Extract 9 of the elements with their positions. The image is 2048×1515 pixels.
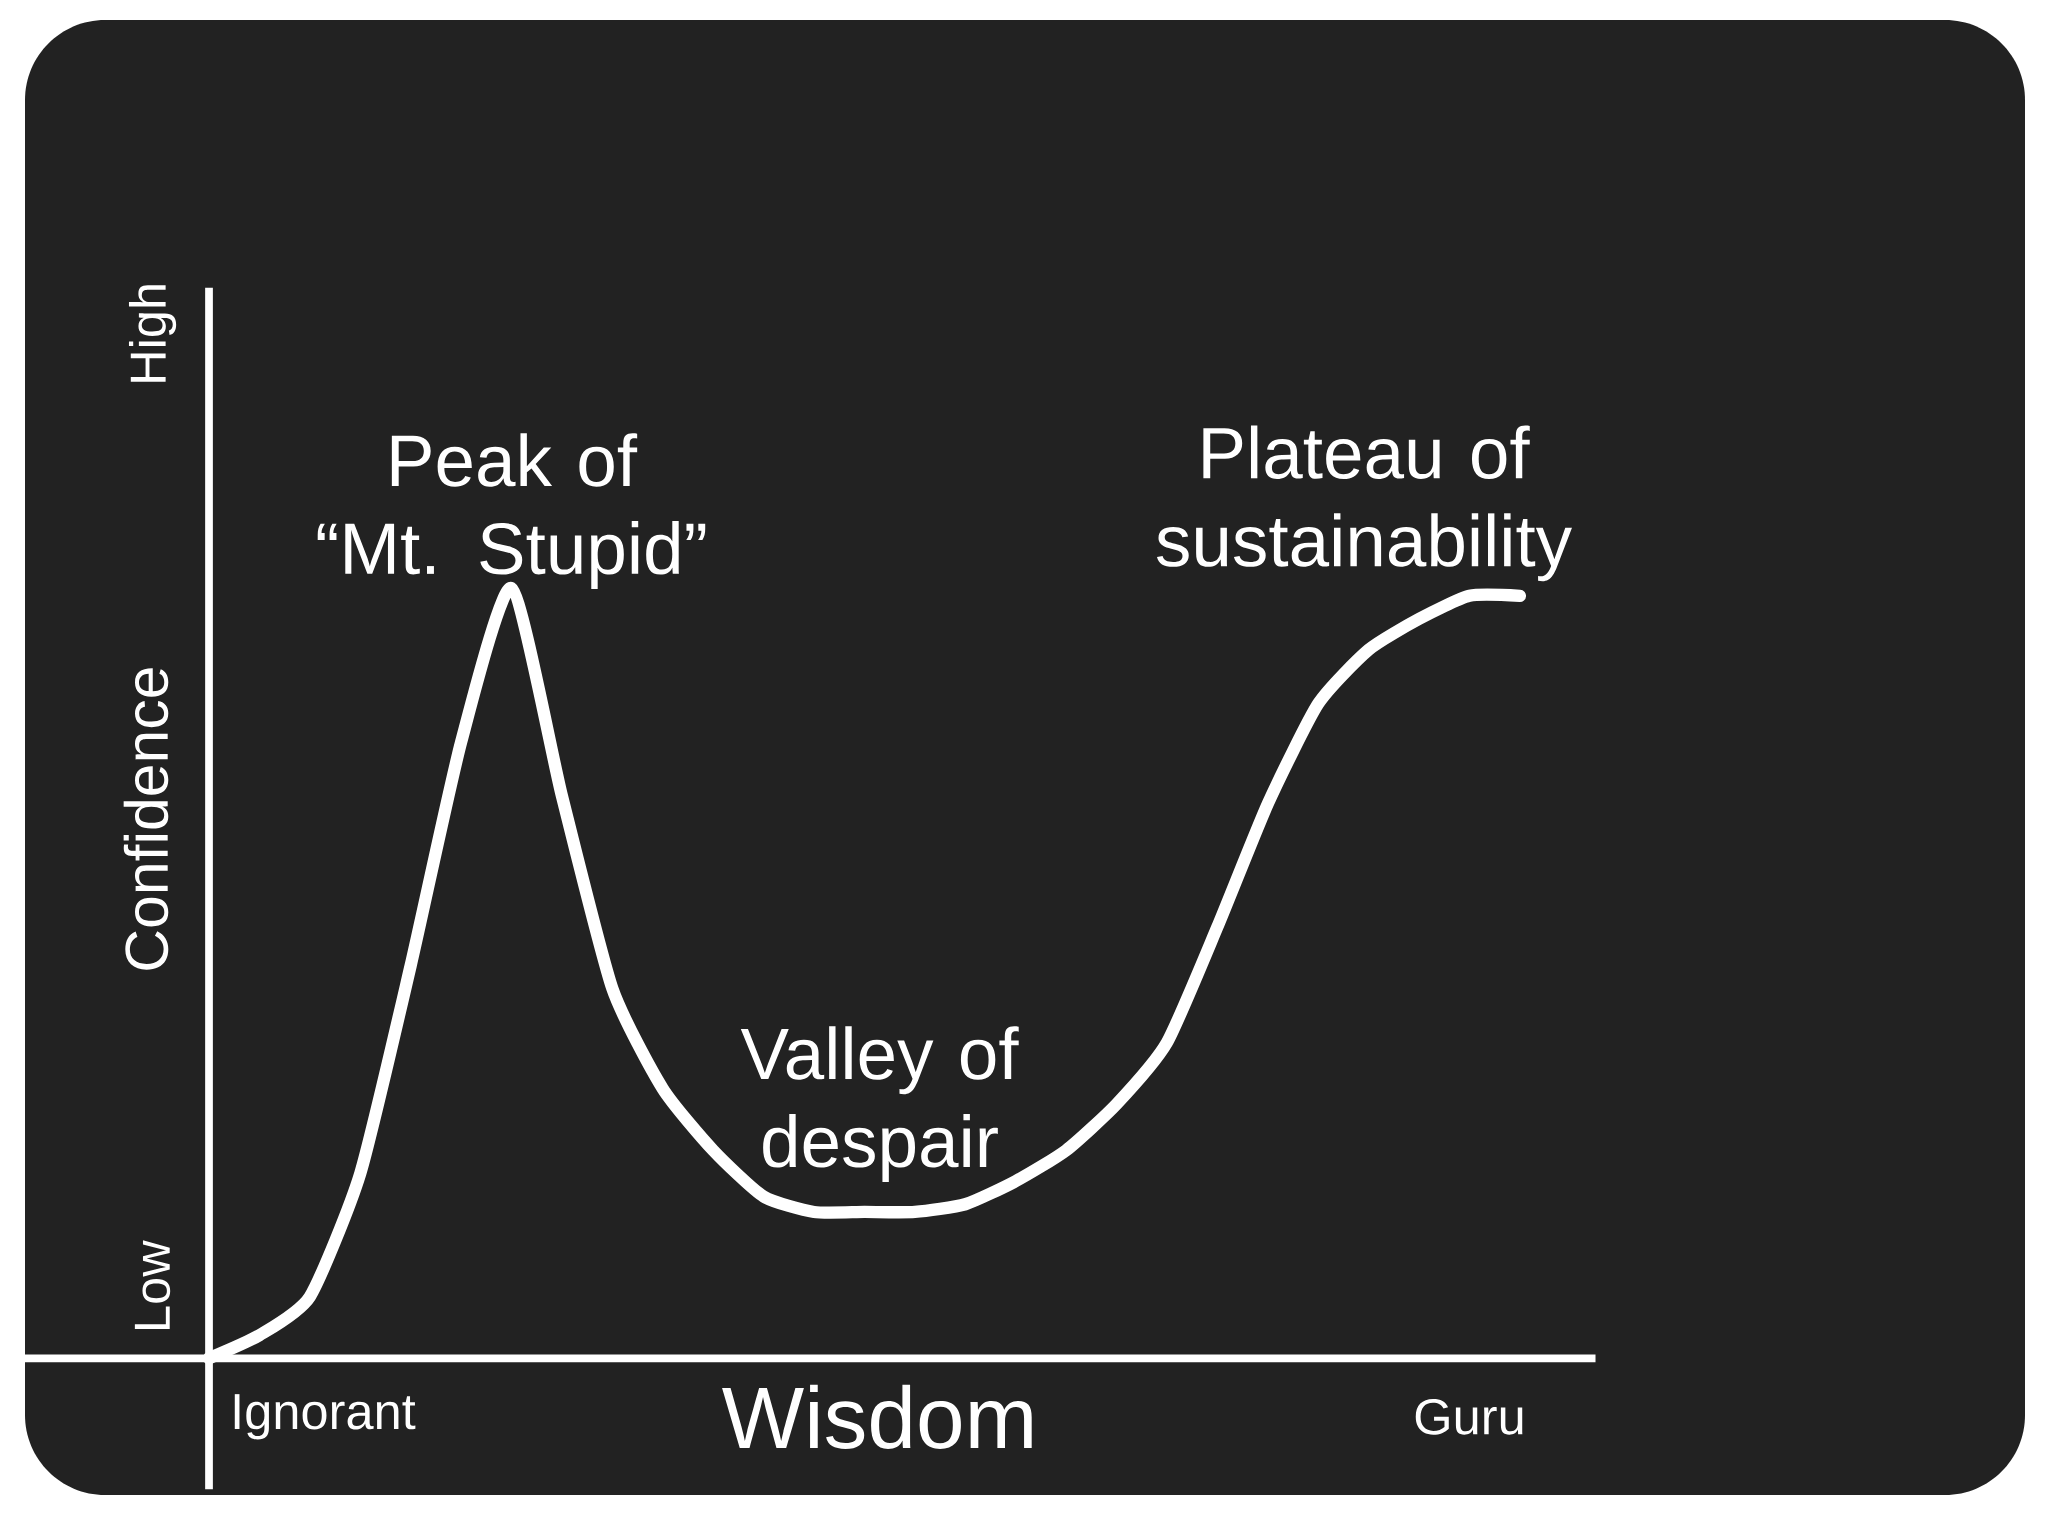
- annotation: Valley of despair: [740, 1026, 1019, 1182]
- text: Guru: [1415, 1398, 1523, 1435]
- annotation: Peak of “Mt. Stupid”: [317, 433, 706, 589]
- text: Low: [134, 1240, 171, 1329]
- text: Plateau of sustainability: [1156, 425, 1572, 582]
- text: Ignorant: [234, 1394, 416, 1440]
- text: High: [128, 285, 177, 382]
- y-axis-title: Confidence: [123, 668, 169, 970]
- x-axis-title: Wisdom: [722, 1384, 1032, 1449]
